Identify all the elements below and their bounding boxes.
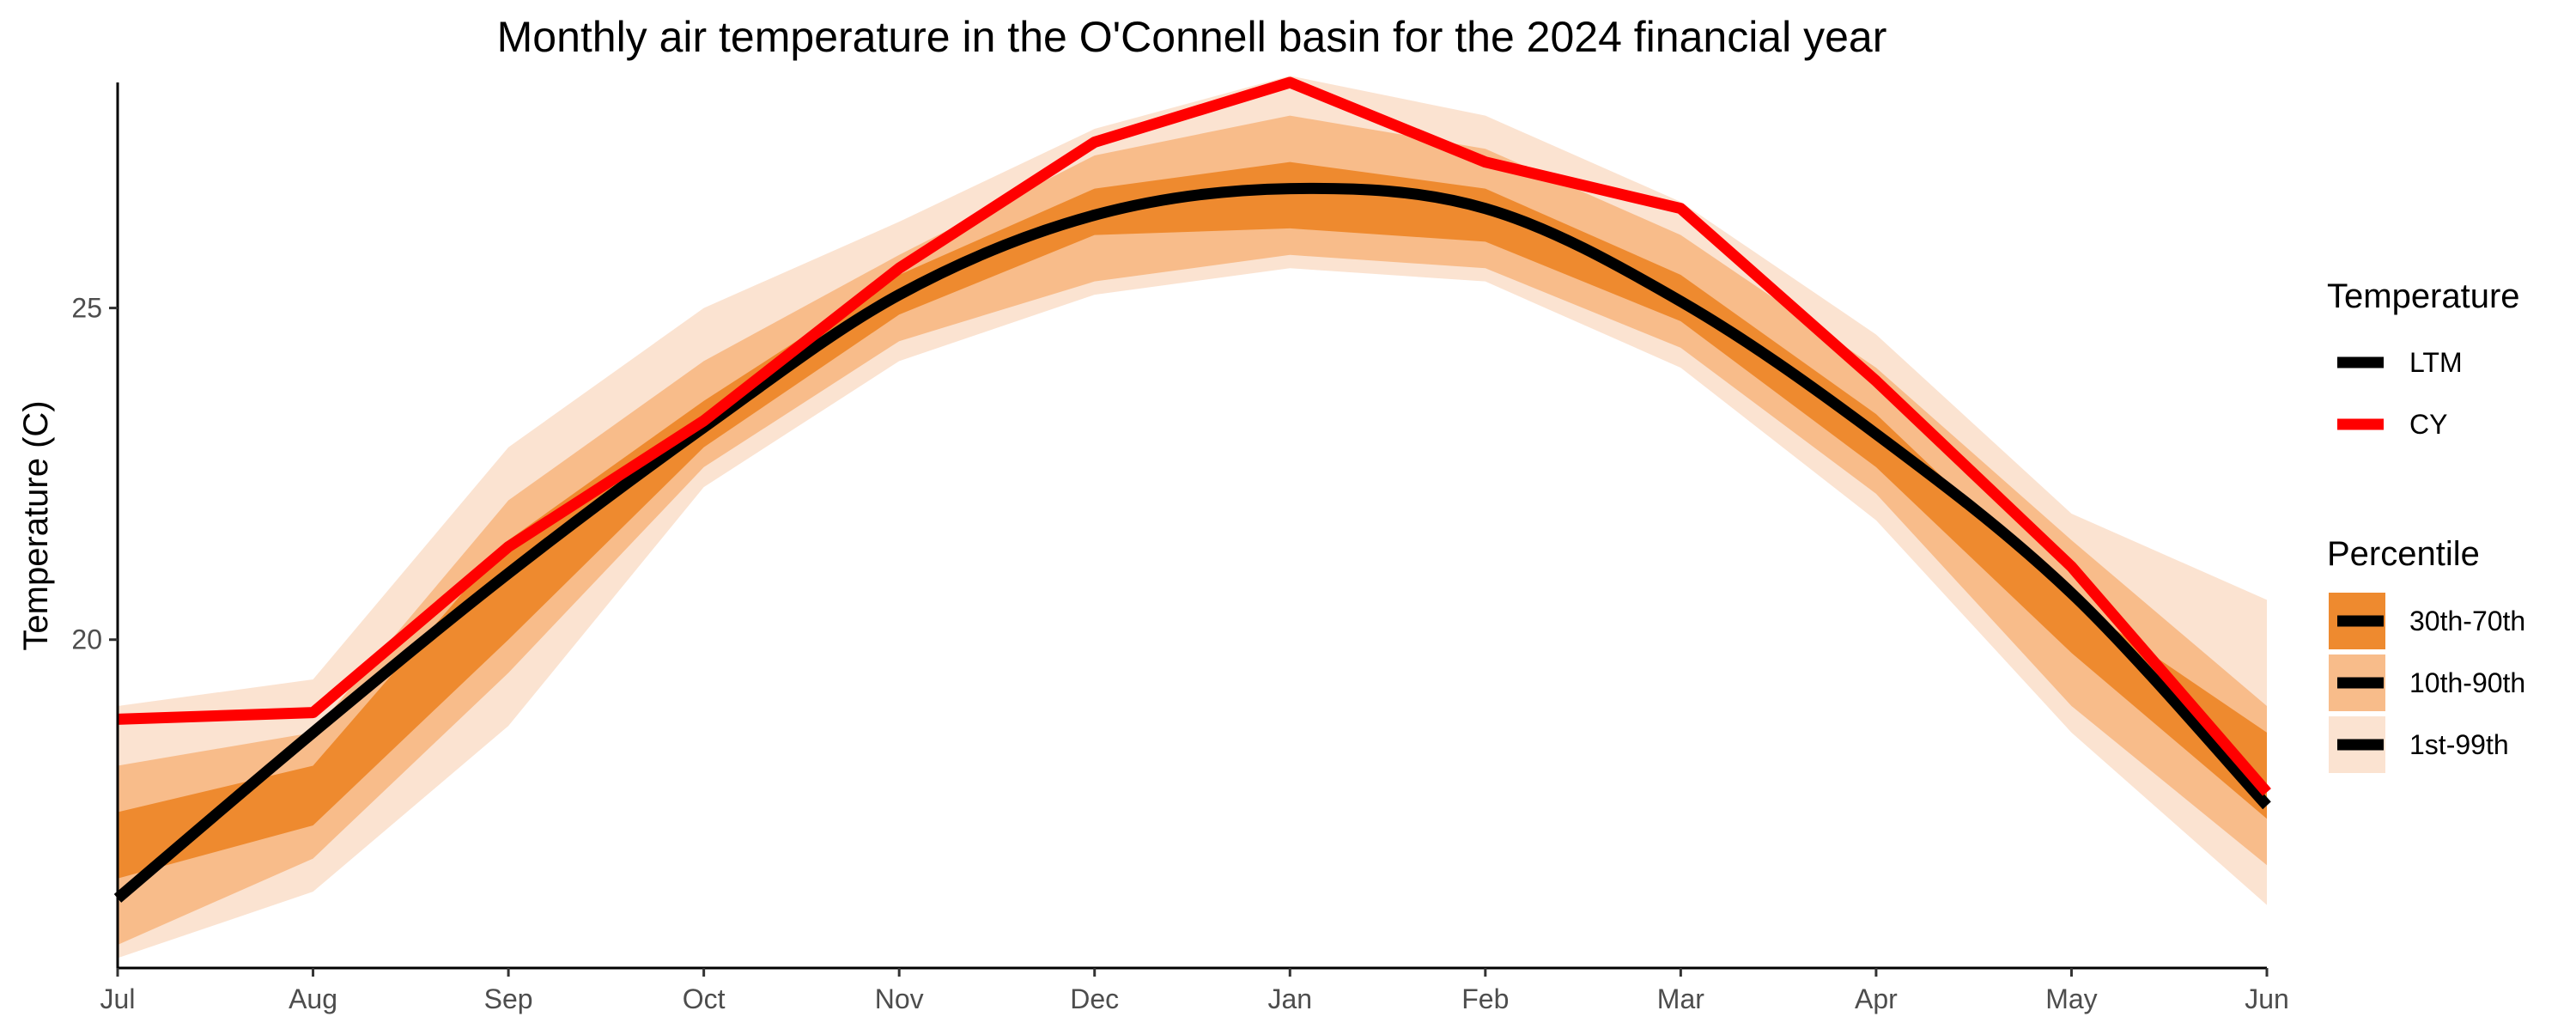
legend: Temperature LTM CY Percentile 30th-70th 10… bbox=[2327, 277, 2525, 773]
series-line-cy bbox=[117, 76, 2271, 796]
series-line-ltm bbox=[113, 182, 2271, 903]
x-tick-label: Dec bbox=[1070, 983, 1119, 1014]
x-tick-label: Jul bbox=[100, 983, 136, 1014]
x-tick-label: Apr bbox=[1855, 983, 1898, 1014]
legend-temperature-items: LTM CY bbox=[2337, 347, 2463, 440]
legend-label-10th-90th: 10th-90th bbox=[2409, 667, 2525, 698]
x-tick-label: Aug bbox=[289, 983, 337, 1014]
x-axis-ticks: Jul Aug Sep Oct Nov Dec Jan Feb Mar Apr May Jun bbox=[100, 968, 2289, 1014]
x-tick-label: Jan bbox=[1267, 983, 1312, 1014]
x-tick-label: Mar bbox=[1657, 983, 1704, 1014]
x-tick-label: May bbox=[2045, 983, 2097, 1014]
y-axis-title: Temperature (C) bbox=[17, 400, 55, 650]
legend-percentile-title: Percentile bbox=[2327, 535, 2480, 573]
percentile-bands bbox=[118, 76, 2267, 959]
x-tick-label: Jun bbox=[2245, 983, 2289, 1014]
legend-label-cy: CY bbox=[2409, 409, 2447, 440]
x-tick-label: Sep bbox=[484, 983, 533, 1014]
x-tick-label: Feb bbox=[1461, 983, 1509, 1014]
legend-percentile-items: 30th-70th 10th-90th 1st-99th bbox=[2329, 593, 2525, 773]
band-30th-70th bbox=[118, 161, 2267, 879]
legend-label-1st-99th: 1st-99th bbox=[2409, 729, 2509, 760]
series-lines bbox=[113, 76, 2271, 903]
legend-label-ltm: LTM bbox=[2409, 347, 2463, 378]
x-tick-label: Nov bbox=[875, 983, 924, 1014]
x-tick-label: Oct bbox=[683, 983, 726, 1014]
chart-title: Monthly air temperature in the O'Connell… bbox=[497, 13, 1887, 61]
y-tick-label: 20 bbox=[71, 624, 102, 655]
legend-temperature-title: Temperature bbox=[2327, 277, 2520, 315]
legend-label-30th-70th: 30th-70th bbox=[2409, 606, 2525, 636]
y-tick-label: 25 bbox=[71, 293, 102, 324]
